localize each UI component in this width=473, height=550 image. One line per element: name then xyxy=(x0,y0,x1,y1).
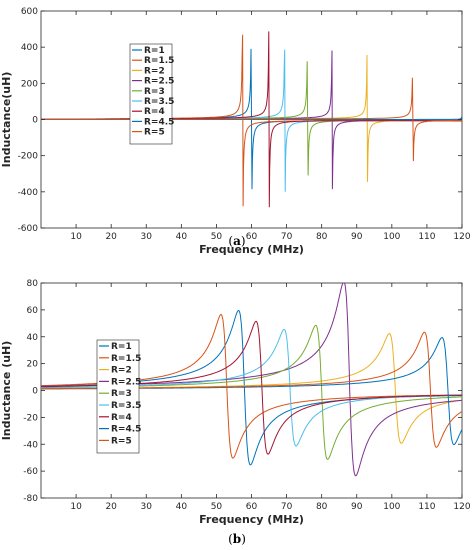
y-axis-label: Inductance (uH) xyxy=(0,341,13,441)
figure-caption: (b) xyxy=(228,532,246,546)
x-tick-label: 30 xyxy=(141,502,153,512)
y-tick-label: 20 xyxy=(27,360,39,370)
x-tick-label: 100 xyxy=(383,502,400,512)
x-tick-label: 30 xyxy=(141,232,153,242)
legend-label: R=3 xyxy=(111,389,132,399)
x-tick-label: 90 xyxy=(351,502,363,512)
x-tick-label: 110 xyxy=(418,502,435,512)
x-tick-label: 70 xyxy=(281,232,293,242)
y-tick-label: -80 xyxy=(23,494,38,504)
x-tick-label: 60 xyxy=(246,502,258,512)
legend-label: R=3.5 xyxy=(144,97,174,107)
legend-label: R=4.5 xyxy=(111,425,141,435)
legend-label: R=1.5 xyxy=(111,354,141,364)
y-tick-label: -20 xyxy=(23,413,38,423)
y-tick-label: -40 xyxy=(23,440,38,450)
x-tick-label: 60 xyxy=(246,232,258,242)
legend: R=1 R=1.5 R=2R=2.5 R=3 R=3.5 R=4 R=4.5R=5 xyxy=(96,339,141,454)
x-tick-label: 50 xyxy=(211,232,223,242)
y-tick-label: -400 xyxy=(18,188,39,198)
legend-label: R=3 xyxy=(144,87,165,97)
caption-open: ( xyxy=(228,234,233,248)
legend-label: R=5 xyxy=(111,436,132,446)
y-tick-label: -60 xyxy=(23,467,38,477)
figure-caption: (a) xyxy=(228,234,245,248)
y-tick-label: 0 xyxy=(32,387,38,397)
x-tick-label: 110 xyxy=(418,232,435,242)
x-tick-label: 120 xyxy=(453,232,470,242)
caption-close: ) xyxy=(241,532,246,546)
x-tick-label: 80 xyxy=(316,232,328,242)
x-tick-label: 120 xyxy=(453,502,470,512)
legend-label: R=4 xyxy=(111,413,132,423)
caption-close: ) xyxy=(241,234,246,248)
y-tick-label: -200 xyxy=(18,152,39,162)
legend-label: R=5 xyxy=(144,128,165,138)
legend-label: R=2.5 xyxy=(144,77,174,87)
legend-label: R=4 xyxy=(144,107,165,117)
y-tick-label: 200 xyxy=(21,79,38,89)
series-line-R-5 xyxy=(41,77,462,162)
legend-box xyxy=(96,339,140,454)
y-axis-label: Inductance(uH) xyxy=(0,72,13,168)
caption-open: ( xyxy=(228,532,233,546)
legend-label: R=2.5 xyxy=(111,377,141,387)
legend-label: R=1 xyxy=(144,46,165,56)
legend-label: R=3.5 xyxy=(111,401,141,411)
y-tick-label: 80 xyxy=(27,279,39,289)
x-axis-label: Frequency (MHz) xyxy=(199,513,304,526)
chart-b: 10 20 30 40 50 60 70 80 90 100 110 120 -80 -60 -40 -20 0… xyxy=(0,279,471,546)
legend-label: R=2 xyxy=(111,366,132,376)
legend: R=1R=1.5R=2R=2.5R=3R=3.5R=4R=4.5R=5 xyxy=(129,43,174,145)
x-tick-label: 80 xyxy=(316,502,328,512)
legend-label: R=4.5 xyxy=(144,117,174,127)
x-tick-label: 20 xyxy=(105,502,117,512)
series-group xyxy=(41,31,462,208)
y-tick-label: 40 xyxy=(27,333,39,343)
y-tick-label: -600 xyxy=(18,224,39,234)
y-tick-label: 400 xyxy=(21,43,38,53)
y-tick-label: 0 xyxy=(32,116,38,126)
x-tick-label: 90 xyxy=(351,232,363,242)
legend-label: R=1 xyxy=(111,342,132,352)
x-tick-label: 20 xyxy=(105,232,117,242)
legend-label: R=1.5 xyxy=(144,56,174,66)
x-tick-label: 10 xyxy=(70,502,82,512)
caption-letter: b xyxy=(233,532,241,546)
x-axis-label: Frequency (MHz) xyxy=(199,243,304,256)
x-tick-label: 50 xyxy=(211,502,223,512)
x-tick-label: 70 xyxy=(281,502,293,512)
y-tick-label: 60 xyxy=(27,306,39,316)
x-tick-label: 100 xyxy=(383,232,400,242)
x-tick-label: 10 xyxy=(70,232,82,242)
chart-a: 10 20 30 40 50 60 70 80 90 100 110 120 -600 -400 -200 0… xyxy=(0,7,471,256)
x-tick-label: 40 xyxy=(176,232,188,242)
caption-letter: a xyxy=(233,234,241,248)
x-tick-label: 40 xyxy=(176,502,188,512)
y-tick-label: 600 xyxy=(21,7,38,17)
legend-label: R=2 xyxy=(144,66,165,76)
